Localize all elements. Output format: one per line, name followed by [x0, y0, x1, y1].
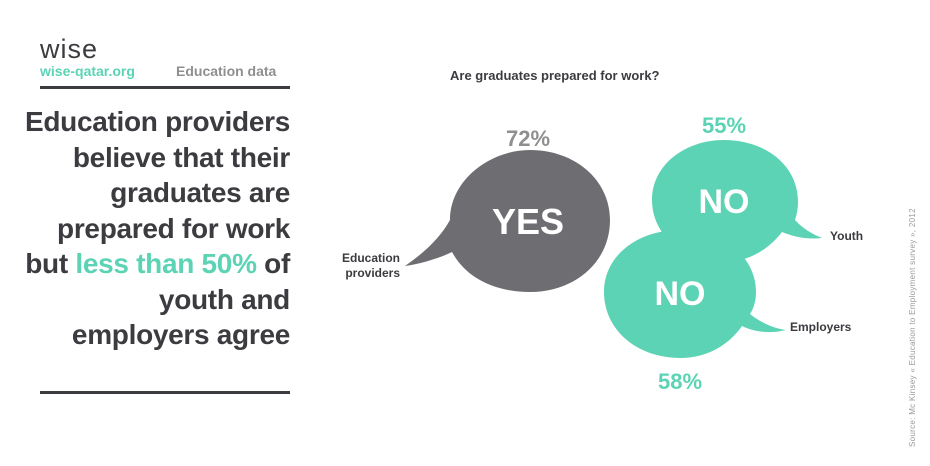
- wise-logo: wise: [40, 34, 99, 64]
- bubble-yes-answer: YES: [492, 201, 564, 242]
- bubble-yes-shape: [405, 150, 610, 292]
- label-education-providers-line1: Education: [342, 251, 400, 265]
- bubble-youth-percent: 55%: [702, 113, 746, 138]
- chart-title: Are graduates prepared for work?: [450, 68, 660, 83]
- bubble-employers-percent: 58%: [658, 369, 702, 394]
- headline-part2: of youth and employers agree: [71, 248, 290, 350]
- label-education-providers-line2: providers: [345, 266, 400, 280]
- bubble-education-providers: YES 72% Education providers: [342, 126, 610, 292]
- top-rule: [40, 86, 290, 89]
- headline-highlight: less than 50%: [75, 248, 257, 279]
- bottom-rule: [40, 391, 290, 394]
- bubble-youth-answer: NO: [699, 183, 750, 221]
- headline: Education providers believe that their g…: [20, 104, 290, 353]
- label-employers: Employers: [790, 320, 852, 334]
- section-label: Education data: [176, 63, 277, 79]
- bubble-employers: NO 58% Employers: [604, 230, 852, 394]
- label-youth: Youth: [830, 229, 863, 243]
- bubble-employers-answer: NO: [655, 275, 706, 313]
- source-note: Source: Mc Kinsey « Education to Employm…: [908, 208, 917, 447]
- bubble-employers-shape: [604, 230, 786, 358]
- site-link[interactable]: wise-qatar.org: [40, 63, 135, 79]
- bubble-yes-percent: 72%: [506, 126, 550, 151]
- headline-part1: Education providers believe that their g…: [24, 106, 290, 279]
